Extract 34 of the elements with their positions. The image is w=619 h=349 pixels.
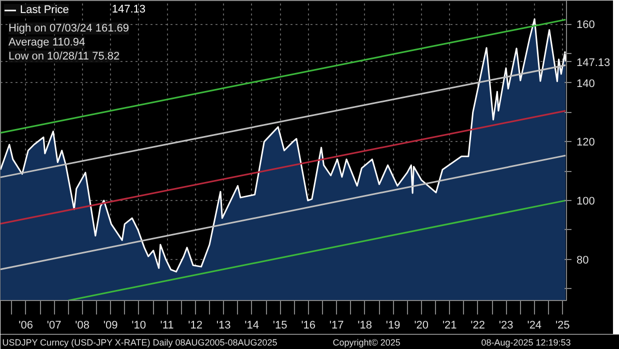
y-tick-label: 80 [576,254,589,266]
x-tick-label: '11 [160,320,174,332]
x-tick-label: '06 [18,320,33,332]
x-tick-label: '23 [498,320,514,332]
y-tick-label: 147.13 [576,56,610,69]
x-tick-label: '08 [75,320,90,332]
x-tick-label: '12 [188,320,203,332]
x-tick-label: '14 [244,320,259,332]
x-tick-label: '25 [555,320,570,332]
x-tick-label: '21 [442,320,457,332]
annotation: Average 110.94 [8,36,86,48]
x-tick-label: '24 [527,320,542,332]
text: 08-Aug-2025 12:19:53 [481,338,571,348]
x-tick-label: '18 [358,320,372,332]
x-tick-label: '15 [272,320,288,332]
y-tick-label: 140 [576,78,595,90]
text: Copyright© 2025 [332,338,400,348]
x-tick-label: '16 [301,320,316,332]
y-tick-label: 120 [576,136,595,149]
x-tick-label: '17 [329,320,344,332]
text: USDJPY Curncy (USD-JPY X-RATE) Daily 08AUG2005-08AUG2025 [2,338,278,348]
annotation: 147.13 [112,4,146,16]
x-tick-label: '13 [216,320,231,332]
x-tick-label: '09 [103,320,118,332]
x-tick-label: '10 [132,320,146,332]
x-tick-label: '20 [414,320,429,332]
y-tick-label: 100 [576,196,595,208]
annotation: Low on 10/28/11 75.82 [8,50,120,62]
y-tick-label: 160 [576,19,595,32]
x-tick-label: '07 [46,320,62,332]
annotation: High on 07/03/24 161.69 [8,22,129,34]
legend-label: Last Price [20,4,69,16]
x-tick-label: '19 [386,320,400,332]
x-tick-label: '22 [470,320,486,332]
